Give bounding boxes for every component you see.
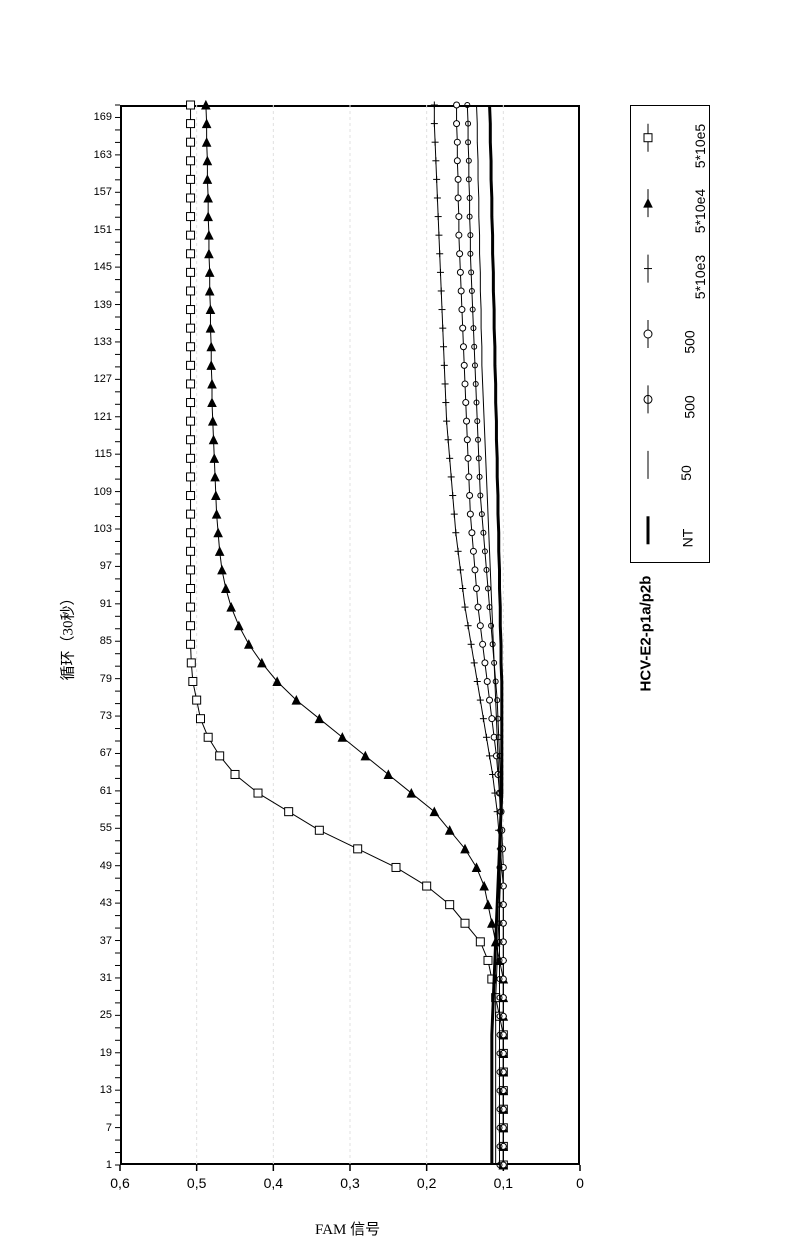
x-tick: 43 (100, 897, 112, 909)
x-tick: 7 (106, 1122, 112, 1134)
y-tick: 0,5 (187, 1175, 206, 1191)
x-tick: 91 (100, 598, 112, 610)
x-tick: 19 (100, 1047, 112, 1059)
x-tick: 1 (106, 1159, 112, 1171)
x-tick: 37 (100, 935, 112, 947)
legend-item-label: NT (679, 529, 695, 548)
y-tick: 0,4 (264, 1175, 283, 1191)
legend-item-label: 50 (678, 465, 694, 481)
x-tick: 151 (94, 224, 112, 236)
x-tick: 25 (100, 1009, 112, 1021)
legend-item-label: 5*10e4 (692, 189, 708, 233)
x-tick: 115 (94, 448, 112, 460)
legend-item-label: 500 (682, 330, 698, 353)
x-tick: 97 (100, 560, 112, 572)
x-tick: 79 (100, 673, 112, 685)
legend-item-label: 5*10e3 (692, 254, 708, 298)
x-tick: 73 (100, 710, 112, 722)
x-tick: 55 (100, 822, 112, 834)
x-tick: 121 (94, 411, 112, 423)
x-tick: 145 (94, 261, 112, 273)
y-tick: 0,2 (417, 1175, 436, 1191)
x-tick: 49 (100, 860, 112, 872)
x-tick: 133 (94, 336, 112, 348)
legend-svg (0, 0, 800, 1249)
chart-container: { "title": { "text": "HCV-E2-p1a/p2b", "… (0, 0, 800, 1249)
x-tick: 61 (100, 785, 112, 797)
x-tick: 31 (100, 972, 112, 984)
x-tick: 85 (100, 635, 112, 647)
x-tick: 109 (94, 486, 112, 498)
x-tick: 169 (94, 111, 112, 123)
x-tick: 139 (94, 299, 112, 311)
y-tick: 0,6 (110, 1175, 129, 1191)
x-tick: 13 (100, 1084, 112, 1096)
x-tick: 103 (94, 523, 112, 535)
y-tick: 0 (576, 1175, 584, 1191)
legend-item-label: 5*10e5 (692, 124, 708, 168)
y-tick: 0,3 (340, 1175, 359, 1191)
x-tick: 127 (94, 373, 112, 385)
legend-item-label: 500 (682, 396, 698, 419)
x-tick: 157 (94, 186, 112, 198)
x-tick: 163 (94, 149, 112, 161)
x-tick: 67 (100, 747, 112, 759)
y-tick: 0,1 (494, 1175, 513, 1191)
